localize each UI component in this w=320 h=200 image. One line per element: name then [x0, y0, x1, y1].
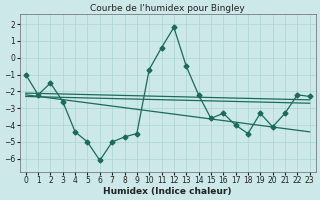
X-axis label: Humidex (Indice chaleur): Humidex (Indice chaleur) — [103, 187, 232, 196]
Title: Courbe de l'humidex pour Bingley: Courbe de l'humidex pour Bingley — [90, 4, 245, 13]
